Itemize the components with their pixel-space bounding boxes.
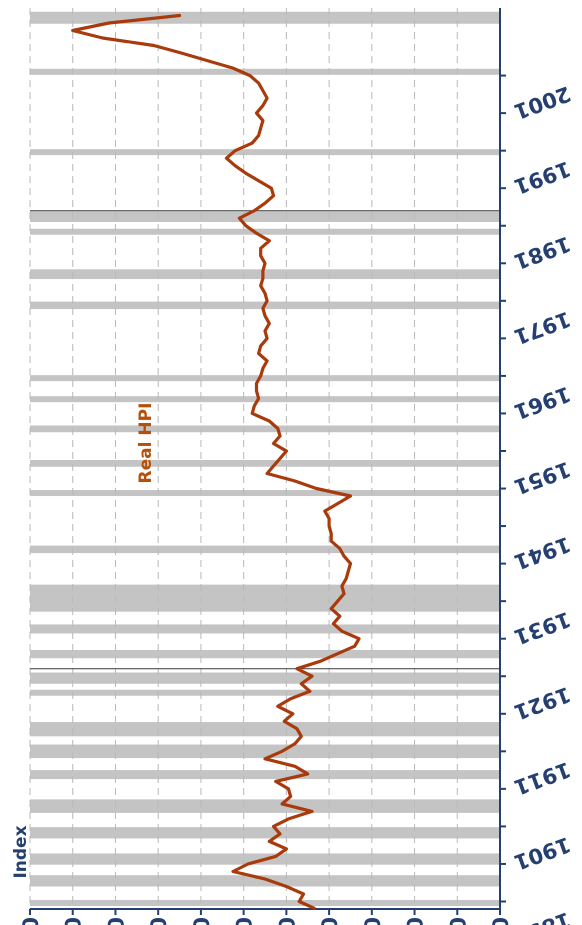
x-tick-labels: 1891 1901 1911 1921 1931 1941 1951 1961 1971 1981… xyxy=(511,81,574,925)
axes xyxy=(29,8,506,915)
recession-band-22 xyxy=(30,211,500,222)
gridlines xyxy=(29,8,458,909)
value-tick-label-180: 180 xyxy=(104,917,128,925)
year-tick-label-1911: 1911 xyxy=(511,757,574,800)
year-tick-label-1891: 1891 xyxy=(511,907,574,925)
value-tick-label-120: 120 xyxy=(233,917,257,925)
recession-band-13 xyxy=(30,545,500,554)
recession-bands xyxy=(30,11,500,906)
recession-band-10 xyxy=(30,649,500,659)
value-tick-label-40: 40 xyxy=(404,917,428,925)
series-label-real-hpi: Real HPI xyxy=(136,403,156,484)
recession-band-8 xyxy=(30,689,500,696)
value-tick-label-80: 80 xyxy=(318,917,342,925)
y-axis-label: Index xyxy=(11,825,31,878)
recession-band-16 xyxy=(30,425,500,433)
series-lines xyxy=(71,13,361,910)
value-tick-label-60: 60 xyxy=(361,917,385,925)
value-tick-label-140: 140 xyxy=(190,917,214,925)
recession-band-17 xyxy=(30,396,500,403)
year-tick-label-1931: 1931 xyxy=(511,607,574,650)
value-tick-label-200: 200 xyxy=(62,917,86,925)
recession-band-1 xyxy=(30,875,500,887)
recession-band-11 xyxy=(30,624,500,634)
recession-band-3 xyxy=(30,827,500,839)
recession-band-9 xyxy=(30,672,500,684)
marker-lines xyxy=(30,210,500,670)
recession-band-5 xyxy=(30,770,500,780)
recession-band-14 xyxy=(30,490,500,497)
value-tick-label-160: 160 xyxy=(147,917,171,925)
y-tick-labels: 0 20 40 60 80 100 120 140 160 180 200 220 xyxy=(19,917,513,925)
value-tick-label-20: 20 xyxy=(446,917,470,925)
recession-band-21 xyxy=(30,228,500,235)
year-tick-label-1941: 1941 xyxy=(511,532,574,575)
recession-band-18 xyxy=(30,375,500,382)
year-tick-label-1971: 1971 xyxy=(511,306,574,349)
year-tick-label-1991: 1991 xyxy=(511,156,574,199)
recession-band-7 xyxy=(30,722,500,737)
recession-band-25 xyxy=(30,11,500,24)
year-tick-label-1901: 1901 xyxy=(511,832,574,875)
value-tick-label-0: 0 xyxy=(489,917,513,925)
value-tick-label-100: 100 xyxy=(275,917,299,925)
year-tick-label-1921: 1921 xyxy=(511,682,574,725)
series-line-0 xyxy=(71,13,361,910)
recession-band-24 xyxy=(30,68,500,75)
value-tick-label-220: 220 xyxy=(19,917,43,925)
year-tick-label-1951: 1951 xyxy=(511,457,574,500)
year-tick-label-1981: 1981 xyxy=(511,231,574,274)
recession-band-12 xyxy=(30,584,500,612)
recession-band-4 xyxy=(30,799,500,813)
recession-band-15 xyxy=(30,460,500,467)
recession-band-23 xyxy=(30,149,500,156)
year-tick-label-1961: 1961 xyxy=(511,382,574,425)
recession-band-6 xyxy=(30,744,500,759)
recession-band-0 xyxy=(30,899,500,906)
recession-band-20 xyxy=(30,269,500,280)
year-tick-label-2001: 2001 xyxy=(511,81,574,124)
